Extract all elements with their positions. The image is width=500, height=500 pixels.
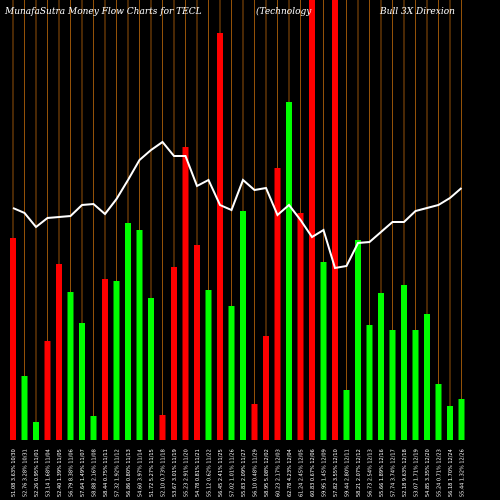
x-tick-label: 56.10 0.48% 11/29 xyxy=(253,449,259,497)
x-tick-label: 52.76 3.28% 10/31 xyxy=(23,449,29,497)
chart-title-right: Bull 3X Direxion xyxy=(379,7,455,17)
bar xyxy=(378,293,384,440)
x-tick-label: 60.23 2.17% 12/03 xyxy=(276,449,282,497)
bar xyxy=(136,230,143,440)
x-tick-label: 59.44 2.80% 12/11 xyxy=(345,449,351,497)
bar xyxy=(401,285,407,440)
x-tick-label: 52.10 0.73% 11/18 xyxy=(161,449,167,497)
bar xyxy=(355,240,361,440)
x-tick-label: 62.78 4.23% 12/04 xyxy=(287,449,293,497)
x-tick-label: 55.44 1.32% 12/26 xyxy=(460,449,466,497)
x-tick-label: 56.79 8.38% 11/06 xyxy=(69,449,75,497)
line-layer xyxy=(12,140,463,270)
x-tick-label: 55.66 1.89% 12/16 xyxy=(379,449,385,497)
x-tick-label: 55.23 2.91% 11/20 xyxy=(184,449,190,497)
x-tick-label: 58.95 5.08% 12/02 xyxy=(264,449,270,497)
x-tick-label: 57.74 3.74% 12/17 xyxy=(391,449,397,497)
bar xyxy=(274,168,281,440)
x-tick-label: 54.60 3.97% 11/14 xyxy=(138,449,144,497)
x-tick-label: 53.14 1.68% 11/04 xyxy=(46,449,52,497)
x-tick-label: 57.64 1.49% 11/07 xyxy=(80,449,86,497)
x-tick-label: 58.88 2.16% 11/08 xyxy=(92,449,98,497)
x-tick-label: 55.12 0.62% 11/22 xyxy=(207,449,213,497)
bar xyxy=(458,399,465,440)
bar xyxy=(205,290,212,440)
bar xyxy=(194,245,200,440)
bar xyxy=(447,406,453,440)
bar xyxy=(159,415,166,440)
bar xyxy=(228,306,235,440)
bar xyxy=(44,341,51,440)
bar xyxy=(113,281,120,440)
bar xyxy=(182,147,189,440)
bar xyxy=(343,390,350,440)
x-labels: 51.08 3.63% 10/30 52.76 3.28% 10/31 52.26 … xyxy=(11,449,466,497)
x-tick-label: 56.86 0.80% 11/13 xyxy=(126,449,132,497)
bar xyxy=(79,323,85,440)
bar xyxy=(332,0,338,440)
x-tick-label: 61.24 2.45% 12/05 xyxy=(299,449,305,497)
x-tick-label: 55.83 2.09% 11/27 xyxy=(241,449,247,497)
x-tick-label: 57.82 3.55% 12/10 xyxy=(333,449,339,497)
x-tick-label: 54.85 3.35% 12/20 xyxy=(425,449,431,497)
x-tick-label: 56.45 2.41% 11/25 xyxy=(218,449,224,497)
x-tick-label: 51.08 3.63% 10/30 xyxy=(11,449,17,497)
x-tick-label: 52.26 0.95% 11/01 xyxy=(34,449,40,497)
bar xyxy=(90,416,97,440)
bar xyxy=(33,422,39,440)
x-tick-label: 51.72 5.27% 11/15 xyxy=(149,449,155,497)
price-line xyxy=(12,140,463,270)
x-tick-label: 55.24 0.71% 12/23 xyxy=(437,449,443,497)
bar xyxy=(286,102,292,440)
bar xyxy=(56,264,62,440)
x-tick-label: 57.02 1.01% 11/26 xyxy=(230,449,236,497)
bar xyxy=(424,314,430,440)
bar xyxy=(366,325,373,440)
bar xyxy=(217,33,223,440)
chart-subtitle: (Technology xyxy=(256,6,312,17)
chart-title: MunafaSutra Money Flow Charts for TECL xyxy=(4,7,202,17)
bar xyxy=(263,336,269,440)
bar xyxy=(240,211,246,440)
bar xyxy=(251,404,258,440)
bar xyxy=(10,238,16,440)
bar xyxy=(21,376,28,440)
bar xyxy=(171,267,177,440)
x-tick-label: 57.32 1.92% 11/12 xyxy=(115,449,121,497)
bar xyxy=(389,330,396,440)
x-tick-label: 52.18 9.63% 12/18 xyxy=(402,449,408,497)
bar xyxy=(297,213,304,440)
x-tick-label: 60.83 0.67% 12/06 xyxy=(310,449,316,497)
bar xyxy=(148,298,154,440)
bar xyxy=(125,223,131,440)
bar xyxy=(412,330,419,440)
bar xyxy=(320,262,327,440)
bar xyxy=(67,292,74,440)
x-tick-label: 53.07 1.71% 12/19 xyxy=(414,449,420,497)
x-tick-label: 54.78 0.81% 11/21 xyxy=(195,449,201,497)
x-tick-label: 58.21 2.07% 12/12 xyxy=(356,449,362,497)
x-tick-label: 53.67 3.01% 11/19 xyxy=(172,449,178,497)
x-tick-label: 58.44 0.75% 11/11 xyxy=(103,449,109,497)
x-tick-label: 56.18 1.70% 12/24 xyxy=(448,449,454,497)
bars xyxy=(10,0,465,440)
bar xyxy=(309,0,315,440)
bar xyxy=(102,279,108,440)
x-tick-label: 56.73 2.54% 12/13 xyxy=(368,449,374,497)
x-tick-label: 52.40 1.39% 11/05 xyxy=(57,449,63,497)
bar xyxy=(435,384,442,440)
x-tick-label: 59.95 1.45% 12/09 xyxy=(322,449,328,497)
